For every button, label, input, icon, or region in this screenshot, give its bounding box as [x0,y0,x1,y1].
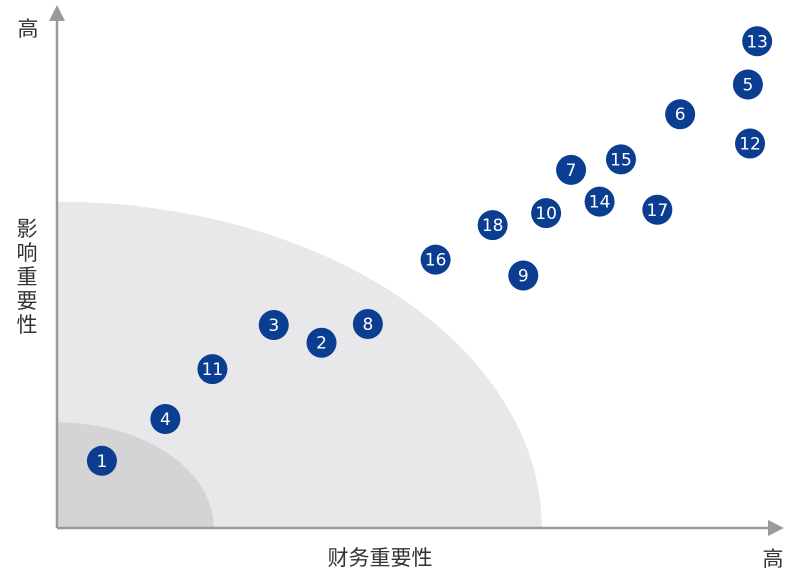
x-axis-high-label: 高 [763,547,784,571]
axes-layer [49,5,784,536]
data-point-marker [605,144,636,175]
data-point-marker [258,309,289,340]
data-point-label: 7 [566,161,577,181]
data-point-label: 9 [518,267,529,287]
data-point-14: 14 [584,186,615,217]
data-point-18: 18 [477,210,508,241]
data-point-label: 3 [268,316,279,336]
data-point-label: 11 [202,360,224,380]
data-point-label: 12 [739,135,761,155]
data-point-label: 18 [482,216,504,236]
data-point-label: 13 [746,32,768,52]
data-point-label: 8 [362,315,373,335]
data-point-7: 7 [556,154,587,185]
data-point-label: 1 [97,452,108,472]
data-point-5: 5 [732,69,763,100]
y-axis-arrow [49,5,65,21]
data-point-marker [732,69,763,100]
data-point-4: 4 [150,404,181,435]
data-point-6: 6 [665,99,696,130]
data-point-label: 6 [675,105,686,125]
zones-layer [57,201,542,528]
data-point-8: 8 [352,309,383,339]
data-point-marker [352,309,383,339]
data-point-marker [150,404,181,435]
data-point-marker [735,128,766,159]
data-point-17: 17 [642,194,673,225]
data-point-2: 2 [306,327,337,358]
data-point-label: 16 [425,251,447,271]
data-point-13: 13 [742,26,773,57]
data-point-marker [306,327,337,358]
y-axis-title-text: 影响重要性 [17,217,38,337]
x-axis-arrow [768,520,784,536]
data-point-marker [584,186,615,217]
data-point-label: 14 [589,193,611,213]
y-axis-title: 影响重要性 [17,217,38,337]
data-point-marker [531,198,562,229]
data-point-label: 15 [610,150,632,170]
data-point-11: 11 [197,354,228,385]
data-point-10: 10 [531,198,562,229]
data-point-9: 9 [508,260,539,291]
x-axis-title: 财务重要性 [328,546,433,570]
data-point-marker [742,26,773,57]
data-point-marker [197,354,228,385]
data-point-marker [86,445,117,476]
data-point-marker [642,194,673,225]
data-point-1: 1 [86,445,117,476]
data-point-marker [556,154,587,185]
data-point-12: 12 [735,128,766,159]
data-point-marker [420,244,451,275]
data-point-label: 10 [535,204,557,224]
outer-zone [57,201,542,528]
data-point-marker [665,99,696,130]
data-point-16: 16 [420,244,451,275]
data-point-label: 5 [742,75,753,95]
data-point-label: 2 [316,334,327,354]
data-point-label: 4 [160,410,171,430]
y-axis-high-label: 高 [18,17,39,41]
data-point-3: 3 [258,309,289,340]
data-point-15: 15 [605,144,636,175]
data-point-label: 17 [647,201,669,221]
data-point-marker [508,260,539,291]
data-point-marker [477,210,508,241]
